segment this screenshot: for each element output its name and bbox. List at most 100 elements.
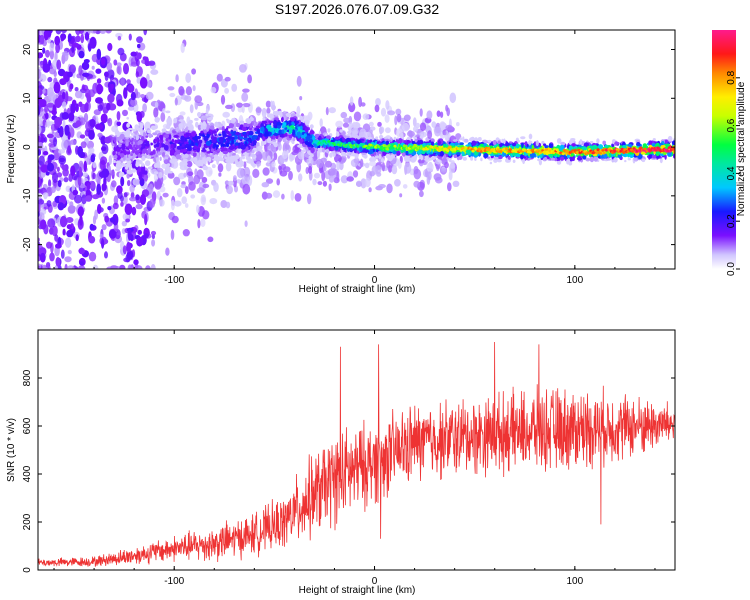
spectrogram-noise-cell (67, 249, 72, 255)
spectrogram-band-cell (215, 144, 219, 148)
spectrogram-noise-cell (262, 167, 270, 176)
spectrogram-noise-cell (122, 109, 128, 117)
spectrogram-band-cell (339, 129, 343, 133)
spectrogram-blob (96, 48, 102, 60)
spectrogram-noise-cell (167, 86, 175, 91)
spectrogram-band-cell (268, 129, 273, 132)
spectrogram-band-cell (251, 150, 255, 154)
spectrogram-noise-cell (142, 103, 148, 113)
spectrogram-blob (96, 83, 103, 95)
spectrogram-noise-cell (431, 121, 437, 128)
spectrogram-noise-cell (101, 197, 106, 204)
spectrogram-band-cell (366, 136, 373, 140)
spectrogram-blob (136, 111, 143, 123)
spectrogram-band-cell (137, 149, 141, 153)
spectrogram-x-tick-label: -100 (164, 275, 184, 286)
spectrogram-noise-cell (82, 172, 88, 178)
spectrogram-noise-cell (44, 104, 49, 114)
spectrogram-band-cell (155, 162, 159, 166)
spectrogram-band-cell (163, 134, 169, 139)
spectrogram-blob (61, 112, 70, 120)
spectrogram-noise-cell (236, 102, 243, 108)
spectrogram-band-cell (286, 112, 291, 118)
spectrogram-band-cell (225, 158, 231, 163)
spectrogram-noise-cell (336, 160, 341, 171)
spectrogram-y-tick-label: 20 (22, 44, 33, 56)
spectrogram-band-cell (132, 168, 136, 173)
spectrogram-blob (79, 214, 83, 226)
spectrogram-band-cell (585, 157, 590, 162)
spectrogram-noise-cell (322, 180, 327, 187)
spectrogram-band-cell (115, 128, 119, 134)
spectrogram-band-cell (550, 157, 556, 161)
spectrogram-y-tick-label: -20 (22, 237, 33, 252)
spectrogram-band-cell (516, 143, 520, 149)
spectrogram-band-cell (147, 147, 152, 154)
spectrogram-noise-cell (448, 163, 456, 174)
spectrogram-band-cell (431, 155, 436, 161)
spectrogram-noise-cell (217, 163, 224, 173)
spectrogram-band-cell (512, 142, 516, 147)
spectrogram-band-cell (184, 127, 189, 133)
spectrogram-band-cell (196, 135, 201, 140)
spectrogram-noise-cell (52, 172, 58, 184)
spectrogram-band-cell (246, 118, 252, 124)
spectrogram-band-cell (207, 131, 211, 135)
spectrogram-band-cell (437, 139, 442, 146)
spectrogram-noise-cell (196, 187, 205, 194)
spectrogram-noise-cell (222, 111, 230, 118)
spectrogram-band-cell (556, 138, 562, 144)
spectrogram-core-cell (327, 140, 331, 143)
spectrogram-noise-cell (369, 156, 377, 163)
spectrogram-blob (135, 194, 140, 201)
spectrogram-blob (66, 229, 74, 238)
spectrogram-noise-cell (285, 143, 290, 150)
spectrogram-band-cell (252, 136, 258, 139)
spectrogram-band-cell (166, 118, 172, 124)
spectrogram-noise-cell (307, 193, 312, 205)
spectrogram-core-cell (448, 145, 452, 149)
spectrogram-noise-cell (349, 96, 354, 106)
spectrogram-noise-cell (225, 201, 231, 209)
spectrogram-noise-cell (182, 229, 190, 237)
spectrogram-band-cell (445, 137, 449, 142)
spectrogram-band-cell (261, 120, 268, 124)
spectrogram-noise-cell (92, 161, 97, 169)
spectrogram-band-cell (165, 131, 171, 134)
spectrogram-band-cell (509, 141, 512, 144)
spectrogram-core-cell (393, 144, 397, 148)
spectrogram-blob (124, 203, 133, 215)
spectrogram-noise-cell (38, 141, 44, 151)
spectrogram-noise-cell (51, 123, 55, 135)
spectrogram-core-cell (338, 141, 342, 145)
spectrogram-blob (127, 228, 132, 241)
spectrogram-blob (71, 42, 80, 48)
spectrogram-noise-cell (180, 95, 189, 100)
spectrogram-core-cell (446, 149, 450, 153)
spectrogram-noise-cell (97, 104, 104, 112)
spectrogram-band-cell (474, 157, 477, 162)
spectrogram-band-cell (195, 161, 200, 165)
spectrogram-band-cell (268, 120, 274, 124)
spectrogram-band-cell (211, 133, 214, 140)
spectrogram-core-cell (654, 148, 658, 152)
spectrogram-noise-cell (433, 173, 442, 181)
spectrogram-band-cell (205, 113, 209, 117)
spectrogram-noise-cell (226, 185, 234, 195)
spectrogram-blob (83, 59, 90, 64)
spectrogram-band-cell (176, 127, 180, 132)
spectrogram-band-cell (239, 136, 244, 140)
spectrogram-noise-cell (171, 215, 179, 224)
spectrogram-noise-cell (180, 184, 187, 189)
spectrogram-blob (75, 103, 79, 113)
spectrogram-band-cell (208, 157, 212, 163)
spectrogram-band-cell (543, 143, 547, 147)
spectrogram-core-cell (542, 150, 546, 154)
spectrogram-band-cell (176, 145, 182, 150)
spectrogram-noise-cell (158, 171, 163, 179)
spectrogram-band-cell (497, 140, 501, 144)
spectrogram-band-cell (538, 159, 543, 166)
spectrogram-band-cell (191, 131, 196, 137)
spectrogram-noise-cell (225, 104, 233, 110)
spectrogram-band-cell (155, 154, 158, 158)
